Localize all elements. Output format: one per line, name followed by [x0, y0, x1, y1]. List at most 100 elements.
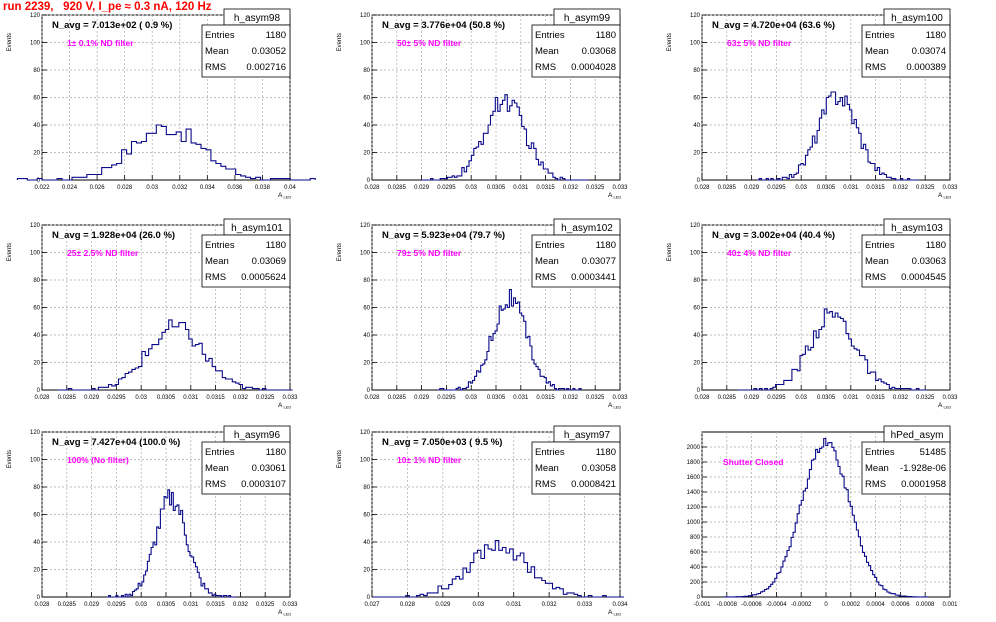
stats-box: [201, 24, 291, 78]
x-tick-label: 0.03: [465, 395, 477, 401]
stats-value: 0.0008421: [571, 479, 616, 490]
x-tick-label: 0.022: [34, 185, 50, 191]
y-tick-label: 20: [363, 361, 370, 367]
stats-value: 0.0003107: [241, 479, 286, 490]
x-tick-label: 0.0006: [891, 602, 910, 608]
x-tick-label: 0.03: [472, 602, 484, 608]
y-tick-label: 0: [697, 595, 701, 601]
stats-key: RMS: [865, 62, 886, 73]
y-tick-label: 60: [33, 513, 40, 519]
y-tick-label: 100: [690, 41, 701, 47]
x-tick-label: 0.032: [563, 395, 579, 401]
y-axis-label: Events: [7, 450, 13, 468]
y-axis-label: Events: [7, 243, 13, 261]
y-tick-label: 60: [363, 306, 370, 312]
x-tick-label: 0.032: [172, 185, 188, 191]
x-tick-label: 0.03: [135, 395, 147, 401]
y-tick-label: 120: [30, 223, 41, 229]
x-tick-label: 0.031: [513, 395, 529, 401]
y-tick-label: 1000: [687, 520, 701, 526]
y-tick-label: 100: [30, 458, 41, 464]
x-tick-label: 0.032: [233, 395, 249, 401]
x-tick-label: 0.033: [282, 602, 298, 608]
y-tick-label: 0: [367, 595, 371, 601]
y-tick-label: 100: [30, 41, 41, 47]
x-axis-label: A LED: [938, 402, 951, 410]
stats-value: 1180: [266, 30, 286, 41]
stats-key: Entries: [865, 30, 895, 41]
stats-key: RMS: [865, 479, 886, 490]
x-tick-label: 0.03: [465, 185, 477, 191]
x-tick-label: 0.0305: [157, 395, 176, 401]
x-axis-label: A LED: [608, 609, 621, 617]
x-tick-label: 0.034: [612, 602, 628, 608]
y-tick-label: 120: [360, 223, 371, 229]
stats-key: Mean: [865, 463, 889, 474]
histogram-panel-h_asym97: 0.027 0.028 0.029 0.03 0.031 0.032 0.033 0.034 0…: [337, 425, 628, 617]
x-tick-label: -0.001: [693, 602, 711, 608]
y-tick-label: 60: [363, 96, 370, 102]
filter-label: 10± 1% ND filter: [397, 455, 462, 465]
x-tick-label: 0.0315: [206, 395, 225, 401]
n-avg-label: N_avg = 3.002e+04 (40.4 %): [712, 230, 835, 241]
y-tick-label: 800: [690, 535, 701, 541]
x-tick-label: 0.0315: [866, 185, 885, 191]
stats-key: Entries: [205, 30, 235, 41]
x-tick-label: 0.0285: [58, 602, 77, 608]
x-tick-label: 0.0305: [487, 185, 506, 191]
x-tick-label: 0.028: [117, 185, 133, 191]
x-tick-label: 0.0285: [388, 395, 407, 401]
x-tick-label: 0.029: [435, 602, 451, 608]
x-tick-label: 0.033: [282, 395, 298, 401]
x-axis-label: A LED: [608, 402, 621, 410]
y-tick-label: 400: [690, 565, 701, 571]
stats-title: h_asym98: [234, 13, 281, 24]
y-tick-label: 200: [690, 580, 701, 586]
y-tick-label: 80: [693, 278, 700, 284]
stats-key: Entries: [535, 240, 565, 251]
y-tick-label: 1200: [687, 505, 701, 511]
stats-box: [861, 24, 951, 78]
stats-value: 1180: [596, 30, 616, 41]
stats-key: Mean: [865, 46, 889, 57]
n-avg-label: N_avg = 7.050e+03 ( 9.5 %): [382, 437, 502, 448]
x-tick-label: 0.028: [400, 602, 416, 608]
y-tick-label: 2000: [687, 445, 701, 451]
stats-box: [861, 234, 951, 288]
y-tick-label: 120: [30, 430, 41, 436]
x-tick-label: 0.0305: [817, 185, 836, 191]
histogram-line: [421, 94, 589, 181]
x-axis-label: A LED: [278, 402, 291, 410]
x-tick-label: 0.0004: [866, 602, 885, 608]
stats-key: RMS: [535, 62, 556, 73]
x-tick-label: 0.031: [843, 185, 859, 191]
filter-label: 50± 5% ND filter: [397, 38, 462, 48]
x-tick-label: 0.03: [146, 185, 158, 191]
y-tick-label: 100: [690, 251, 701, 257]
histogram-line: [58, 319, 293, 391]
x-tick-label: 0.0325: [586, 185, 605, 191]
x-tick-label: 0.0285: [718, 185, 737, 191]
n-avg-label: N_avg = 1.928e+04 (26.0 %): [52, 230, 175, 241]
x-tick-label: 0.029: [84, 602, 100, 608]
y-tick-label: 80: [33, 278, 40, 284]
y-tick-label: 0: [367, 178, 371, 184]
stats-value: 0.03068: [582, 46, 616, 57]
x-tick-label: -0.0004: [766, 602, 787, 608]
y-tick-label: 0: [37, 388, 41, 394]
y-axis-label: Events: [337, 450, 343, 468]
y-tick-label: 20: [33, 568, 40, 574]
stats-box: [531, 441, 621, 495]
x-tick-label: 0.001: [942, 602, 958, 608]
x-tick-label: 0.0295: [767, 185, 786, 191]
y-tick-label: 0: [697, 388, 701, 394]
stats-title: h_asym97: [564, 430, 611, 441]
x-tick-label: 0.0315: [536, 395, 555, 401]
x-tick-label: 0.033: [612, 185, 628, 191]
y-tick-label: 40: [363, 123, 370, 129]
histogram-panel-h_asym99: 0.028 0.0285 0.029 0.0295 0.03 0.0305 0.031 0.0…: [337, 8, 628, 200]
x-tick-label: 0.031: [513, 185, 529, 191]
x-tick-label: 0.032: [893, 395, 909, 401]
stats-key: Entries: [535, 447, 565, 458]
stats-value: 1180: [596, 447, 616, 458]
